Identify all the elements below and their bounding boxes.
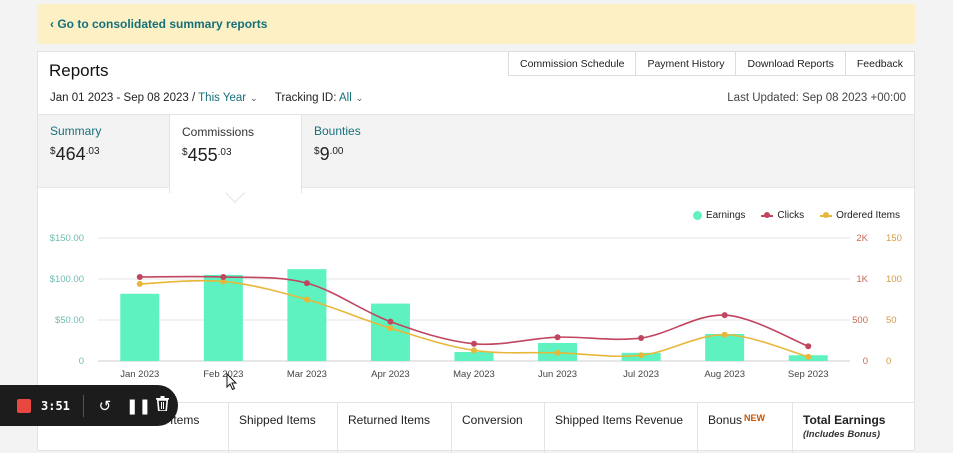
y-left-tick-label: $100.00 [50,274,84,285]
y-right-items-tick-label: 0 [886,356,891,367]
y-left-tick-label: $150.00 [50,233,84,244]
clicks-point [638,335,645,342]
ordered-items-point [805,353,812,360]
x-tick-label: Jul 2023 [623,369,659,380]
mouse-cursor-icon [226,373,238,391]
bar-earnings [705,333,745,361]
x-tick-label: Apr 2023 [371,369,410,380]
stat-value: $455.03 [182,145,232,165]
stop-recording-button[interactable] [17,398,31,413]
x-tick-label: May 2023 [453,369,495,380]
tracking-id-dropdown[interactable]: All ⌄ [338,92,364,104]
chevron-down-icon: ⌄ [355,93,364,103]
ordered-items-point [387,325,394,332]
y-right-clicks-tick-label: 1K [856,274,868,285]
clicks-point [387,318,394,325]
ordered-items-swatch [820,212,833,218]
tab-download-reports[interactable]: Download Reports [735,51,846,76]
y-right-clicks-tick-label: 0 [863,356,868,367]
bar-earnings [454,351,494,361]
x-tick-label: Jan 2023 [120,369,159,380]
new-badge: NEW [744,413,766,423]
stat-label: Commissions [182,125,255,139]
clicks-swatch [761,212,774,218]
recording-timer: 3:51 [41,398,70,413]
x-tick-label: Mar 2023 [287,369,327,380]
x-tick-label: Jun 2023 [538,369,577,380]
y-right-clicks-tick-label: 2K [856,233,868,244]
date-range-text: Jan 01 2023 - Sep 08 2023 / [50,92,196,104]
col-items[interactable]: Items [170,413,200,427]
ordered-items-point [721,331,728,338]
col-shipped-revenue[interactable]: Shipped Items Revenue [544,403,698,453]
chart-legend: Earnings Clicks Ordered Items [692,210,900,221]
clicks-point [721,312,728,319]
y-right-items-tick-label: 50 [886,315,897,326]
x-tick-label: Feb 2023 [203,369,243,380]
clicks-point [554,334,561,341]
col-shipped-items[interactable]: Shipped Items [228,403,338,453]
stat-value: $464.03 [50,144,100,164]
trash-icon[interactable] [155,396,171,415]
stat-commissions[interactable]: Commissions $455.03 [169,114,302,193]
y-left-tick-label: 0 [79,356,84,367]
ordered-items-point [638,352,645,359]
y-right-items-tick-label: 100 [886,274,902,285]
consolidated-summary-link[interactable]: ‹ Go to consolidated summary reports [50,17,268,31]
reports-panel: Reports Commission Schedule Payment Hist… [37,51,915,453]
pause-icon[interactable]: ❚❚ [125,397,152,415]
stat-label: Bounties [314,124,361,138]
x-tick-label: Sep 2023 [788,369,829,380]
notification-banner: ‹ Go to consolidated summary reports [37,4,915,44]
stat-bounties[interactable]: Bounties $9.00 [314,124,361,165]
tab-feedback[interactable]: Feedback [844,51,915,76]
ordered-items-point [220,278,227,285]
restart-icon[interactable]: ↺ [98,397,112,415]
y-right-items-tick-label: 150 [886,233,902,244]
last-updated: Last Updated: Sep 08 2023 +00:00 [727,92,906,104]
legend-clicks[interactable]: Clicks [761,210,804,221]
clicks-point [136,273,143,280]
screen-recorder-bar: 3:51 ↺ ❚❚ [0,385,178,426]
col-bonus[interactable]: Bonus NEW [697,403,793,453]
bar-earnings [203,274,243,361]
ordered-items-point [303,296,310,303]
date-preset-dropdown[interactable]: This Year ⌄ [198,92,258,104]
ordered-items-point [471,347,477,354]
bar-earnings [120,293,160,361]
col-total-earnings[interactable]: Total Earnings (Includes Bonus) [792,403,914,453]
clicks-point [805,343,812,350]
clicks-point [303,280,310,287]
ordered-items-point [136,280,143,287]
page-title: Reports [49,61,109,80]
tab-commission-schedule[interactable]: Commission Schedule [507,51,637,76]
stat-summary[interactable]: Summary $464.03 [50,124,101,165]
col-returned-items[interactable]: Returned Items [337,403,452,453]
clicks-point [471,340,477,347]
legend-ordered-items[interactable]: Ordered Items [820,210,900,221]
report-tabs: Commission Schedule Payment History Down… [507,51,915,76]
tracking-id-label: Tracking ID: [274,92,337,104]
clicks-point [220,273,227,280]
x-tick-label: Aug 2023 [704,369,745,380]
y-left-tick-label: $50.00 [55,315,84,326]
tab-payment-history[interactable]: Payment History [635,51,737,76]
earnings-chart: 0 0 0 $50.00 500 50 $100.00 1K 100 $150.00 2K 150 Ja… [50,233,902,380]
earnings-swatch [692,211,702,220]
totals-table-header: Items Shipped Items Returned Items Conve… [38,402,914,453]
ordered-items-point [554,349,561,356]
divider [82,394,84,417]
summary-band: Summary $464.03 Commissions $455.03 Boun… [38,114,914,203]
legend-earnings[interactable]: Earnings [692,210,745,221]
y-right-clicks-tick-label: 500 [852,315,868,326]
filter-row: Jan 01 2023 - Sep 08 2023 / This Year ⌄ T… [50,92,363,104]
stat-value: $9.00 [314,144,344,164]
chevron-down-icon: ⌄ [250,93,258,103]
stat-label: Summary [50,124,102,138]
col-conversion[interactable]: Conversion [451,403,545,453]
